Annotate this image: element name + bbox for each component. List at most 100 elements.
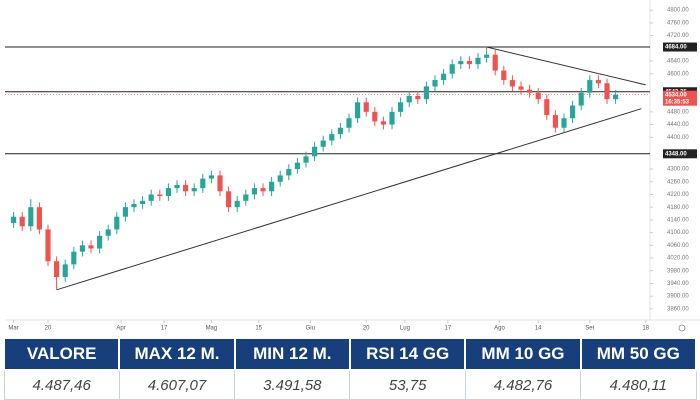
candle-body bbox=[260, 188, 266, 192]
x-tick-label: Lug bbox=[400, 326, 410, 332]
level-label: 4348.00 bbox=[665, 151, 687, 157]
candle-body bbox=[174, 184, 180, 189]
x-tick-label: 18 bbox=[642, 326, 649, 332]
candle-body bbox=[432, 80, 438, 87]
candle-body bbox=[535, 92, 541, 100]
candle-body bbox=[131, 204, 137, 208]
candle-body bbox=[484, 54, 490, 58]
level-label-box bbox=[663, 149, 697, 159]
y-tick-label: 3940.00 bbox=[667, 281, 689, 287]
y-tick-label: 4440.00 bbox=[667, 122, 689, 128]
x-tick-label: Apr bbox=[116, 326, 125, 332]
candle-body bbox=[19, 216, 25, 227]
candle-body bbox=[312, 146, 318, 157]
candle-body bbox=[578, 92, 584, 106]
x-tick-label: 14 bbox=[535, 326, 542, 332]
candle-body bbox=[613, 94, 619, 100]
candle-body bbox=[243, 194, 249, 201]
candle-body bbox=[587, 80, 593, 93]
y-tick-label: 3860.00 bbox=[667, 306, 689, 312]
y-tick-label: 4600.00 bbox=[667, 71, 689, 77]
candle-body bbox=[527, 89, 533, 93]
candle-body bbox=[389, 111, 395, 125]
candle-body bbox=[11, 216, 17, 224]
candle-body bbox=[406, 95, 412, 103]
candle-body bbox=[62, 264, 68, 278]
header-cell: VALORE bbox=[2, 337, 121, 371]
candle-body bbox=[346, 118, 352, 128]
value-cell: 4.607,07 bbox=[118, 369, 236, 400]
y-tick-label: 4180.00 bbox=[667, 205, 689, 211]
candle-body bbox=[595, 80, 601, 84]
y-tick-label: 4140.00 bbox=[667, 217, 689, 223]
x-tick-label: 20 bbox=[363, 326, 370, 332]
value-cell: 4.487,46 bbox=[3, 369, 120, 400]
settings-icon bbox=[678, 324, 686, 332]
candle-body bbox=[97, 235, 103, 249]
candle-body bbox=[518, 86, 524, 90]
candle-body bbox=[492, 54, 498, 71]
candle-body bbox=[294, 162, 300, 170]
candle-body bbox=[570, 105, 576, 119]
candle-body bbox=[544, 99, 550, 116]
candle-body bbox=[140, 200, 146, 205]
candle-body bbox=[208, 175, 214, 179]
candle-body bbox=[105, 229, 111, 236]
candle-body bbox=[36, 207, 42, 230]
candle-body bbox=[329, 134, 335, 141]
candle-body bbox=[269, 181, 275, 192]
y-tick-label: 4020.00 bbox=[667, 256, 689, 262]
trend-line bbox=[56, 108, 642, 291]
y-tick-label: 4300.00 bbox=[667, 167, 689, 173]
y-tick-label: 4720.00 bbox=[667, 33, 689, 39]
candle-body bbox=[88, 245, 94, 249]
x-tick-label: 15 bbox=[255, 326, 262, 332]
candle-body bbox=[79, 245, 85, 252]
x-tick-label: Giu bbox=[306, 326, 315, 332]
candle-body bbox=[45, 229, 51, 262]
candle-body bbox=[165, 188, 171, 197]
candle-body bbox=[71, 251, 77, 265]
candle-body bbox=[251, 188, 257, 195]
candle-body bbox=[303, 156, 309, 163]
candle-body bbox=[458, 61, 464, 65]
candle-body bbox=[226, 191, 232, 208]
y-tick-label: 4260.00 bbox=[667, 179, 689, 185]
last-price-label: 4534.00 bbox=[665, 92, 687, 98]
header-cell: MM 10 GG bbox=[464, 337, 582, 371]
candle-body bbox=[475, 57, 481, 65]
candle-body bbox=[28, 207, 34, 227]
y-tick-label: 4640.00 bbox=[667, 59, 689, 65]
candle-body bbox=[191, 188, 197, 192]
candle-body bbox=[380, 121, 386, 125]
y-tick-label: 4800.00 bbox=[667, 8, 689, 14]
y-tick-label: 3980.00 bbox=[667, 268, 689, 274]
candle-body bbox=[363, 102, 369, 112]
candle-body bbox=[372, 111, 378, 122]
x-tick-label: Mar bbox=[8, 326, 18, 332]
trend-line bbox=[486, 46, 646, 86]
candle-body bbox=[466, 61, 472, 65]
value-row: 4.487,46 4.607,07 3.491,58 53,75 4.482,7… bbox=[3, 369, 697, 400]
x-tick-label: 17 bbox=[445, 326, 452, 332]
candle-body bbox=[234, 200, 240, 208]
level-label-box bbox=[663, 42, 697, 52]
value-cell: 4.482,76 bbox=[464, 369, 582, 400]
x-tick-label: 20 bbox=[45, 326, 52, 332]
candle-body bbox=[509, 80, 515, 87]
level-label: 4684.00 bbox=[665, 45, 687, 51]
countdown: 16:35:53 bbox=[665, 99, 690, 105]
stats-table: VALORE MAX 12 M. MIN 12 M. RSI 14 GG MM … bbox=[2, 337, 698, 400]
value-cell: 3.491,58 bbox=[234, 369, 351, 400]
candle-body bbox=[286, 169, 292, 176]
candle-body bbox=[501, 70, 507, 81]
candle-body bbox=[441, 73, 447, 81]
value-cell: 4.480,11 bbox=[580, 369, 697, 400]
y-tick-label: 3900.00 bbox=[667, 294, 689, 300]
last-price-box bbox=[663, 90, 697, 106]
x-tick-label: Mag bbox=[206, 326, 218, 332]
y-tick-label: 4400.00 bbox=[667, 135, 689, 141]
x-tick-label: Set bbox=[585, 326, 594, 332]
header-cell: RSI 14 GG bbox=[348, 337, 467, 371]
